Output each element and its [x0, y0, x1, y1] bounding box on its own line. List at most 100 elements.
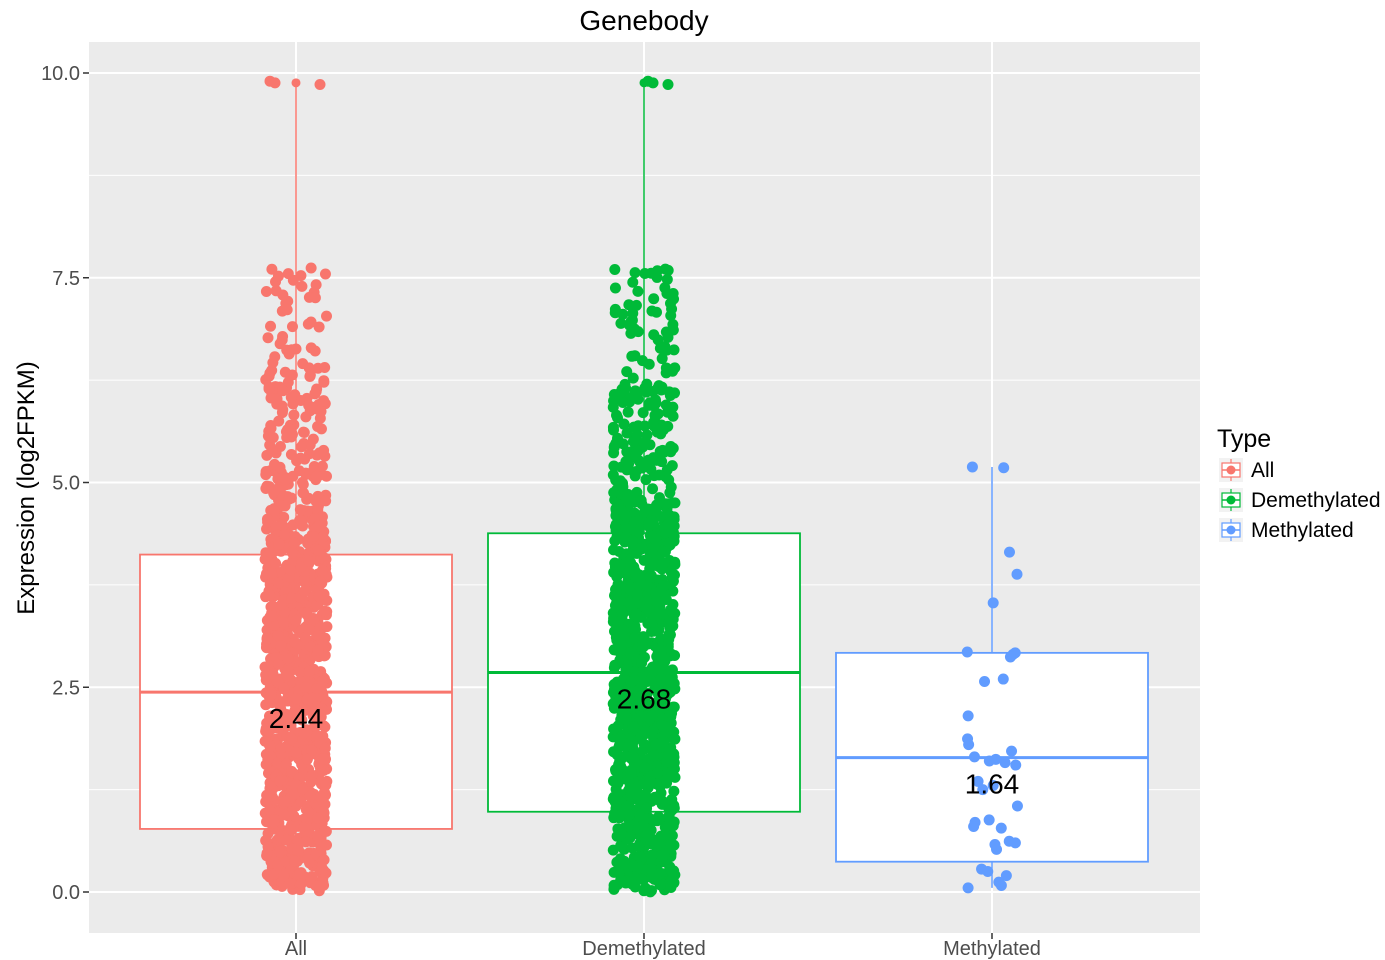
- data-point: [627, 276, 639, 288]
- data-point: [641, 802, 653, 814]
- data-point: [638, 885, 650, 897]
- legend-key-point: [1226, 465, 1236, 475]
- data-point: [278, 616, 290, 628]
- data-point: [289, 855, 301, 867]
- data-point: [286, 592, 298, 604]
- data-point: [274, 440, 286, 452]
- data-point: [648, 293, 660, 305]
- data-point: [291, 78, 301, 88]
- data-point: [666, 619, 678, 631]
- data-point: [962, 882, 974, 894]
- data-point: [637, 820, 649, 832]
- data-point: [659, 282, 671, 294]
- data-point: [319, 268, 331, 280]
- data-point: [309, 388, 321, 400]
- data-point: [972, 775, 984, 787]
- data-point: [612, 412, 624, 424]
- data-point: [304, 370, 316, 382]
- data-point: [1000, 870, 1012, 882]
- data-point: [275, 640, 287, 652]
- data-point: [268, 817, 280, 829]
- data-point: [609, 303, 621, 315]
- data-point: [278, 682, 290, 694]
- data-point: [631, 781, 643, 793]
- data-point: [987, 597, 999, 609]
- data-point: [621, 494, 633, 506]
- data-point: [314, 791, 326, 803]
- data-point: [660, 367, 672, 379]
- legend-label: Methylated: [1251, 519, 1354, 542]
- x-tick-label: Demethylated: [582, 938, 705, 960]
- data-point: [609, 264, 621, 276]
- data-point: [313, 590, 325, 602]
- data-point: [265, 320, 277, 332]
- data-point: [267, 432, 279, 444]
- data-point: [655, 830, 667, 842]
- data-point: [285, 391, 297, 403]
- data-point: [630, 299, 642, 311]
- data-point: [609, 794, 621, 806]
- data-point: [310, 279, 322, 291]
- data-point: [262, 332, 274, 344]
- data-point: [313, 321, 325, 333]
- data-point: [317, 531, 329, 543]
- data-point: [640, 474, 652, 486]
- data-point: [629, 564, 641, 576]
- data-point: [634, 850, 646, 862]
- data-point: [641, 580, 653, 592]
- data-point: [623, 809, 635, 821]
- data-point: [260, 699, 272, 711]
- data-point: [627, 721, 639, 733]
- data-point: [657, 444, 669, 456]
- data-point: [620, 382, 632, 394]
- data-point: [302, 318, 314, 330]
- data-point: [668, 785, 680, 797]
- data-point: [665, 309, 677, 321]
- data-point: [624, 832, 636, 844]
- data-point: [269, 721, 281, 733]
- data-point: [294, 868, 306, 880]
- data-point: [298, 487, 310, 499]
- data-point: [298, 727, 310, 739]
- data-point: [613, 768, 625, 780]
- data-point: [666, 794, 678, 806]
- data-point: [609, 521, 621, 533]
- data-point: [621, 366, 633, 378]
- data-point: [280, 426, 292, 438]
- data-point: [318, 395, 330, 407]
- data-point: [307, 530, 319, 542]
- data-point: [292, 844, 304, 856]
- data-point: [298, 426, 310, 438]
- data-point: [610, 584, 622, 596]
- data-point: [663, 634, 675, 646]
- data-point: [280, 473, 292, 485]
- legend-label: All: [1251, 459, 1274, 482]
- data-point: [648, 625, 660, 637]
- data-point: [303, 555, 315, 567]
- data-point: [998, 462, 1010, 474]
- data-point: [297, 783, 309, 795]
- data-point: [650, 397, 662, 409]
- data-point: [650, 595, 662, 607]
- data-point: [615, 733, 627, 745]
- data-point: [665, 882, 677, 894]
- data-point: [623, 555, 635, 567]
- data-point: [319, 721, 331, 733]
- data-point: [295, 514, 307, 526]
- data-point: [647, 483, 659, 495]
- data-point: [991, 843, 1003, 855]
- data-point: [995, 822, 1007, 834]
- data-point: [295, 441, 307, 453]
- data-point: [645, 674, 657, 686]
- legend-key-point: [1226, 495, 1236, 505]
- data-point: [321, 310, 333, 322]
- data-point: [666, 830, 678, 842]
- data-point: [638, 554, 650, 566]
- data-point: [299, 573, 311, 585]
- data-point: [663, 749, 675, 761]
- data-point: [294, 504, 306, 516]
- data-point: [295, 878, 307, 890]
- data-point: [260, 374, 272, 386]
- data-point: [653, 380, 665, 392]
